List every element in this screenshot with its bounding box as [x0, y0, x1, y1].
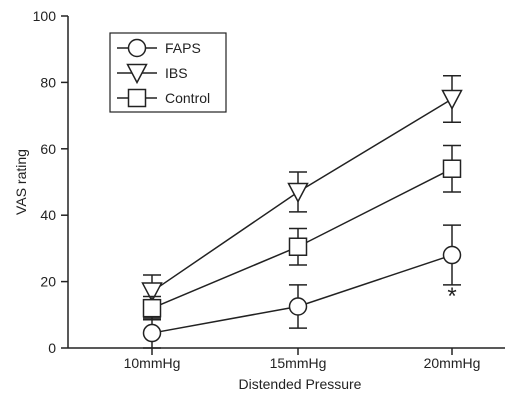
legend-label: IBS: [165, 65, 188, 81]
x-axis-label: Distended Pressure: [239, 376, 362, 392]
axes: [67, 16, 505, 349]
series-ibs: [141, 75, 463, 309]
y-tick-label: 100: [33, 8, 57, 24]
legend-marker: [126, 63, 148, 85]
data-point: [442, 159, 462, 178]
legend-item-faps: FAPS: [117, 38, 201, 58]
y-axis-label: VAS rating: [13, 149, 29, 215]
plot-area: *: [141, 75, 463, 349]
y-ticks: 0 20 40 60 80 100: [33, 8, 68, 356]
legend-marker: [127, 38, 147, 58]
data-point: [442, 245, 462, 265]
legend: FAPS IBS Control: [109, 32, 227, 113]
series-faps: [142, 224, 462, 349]
data-point: [288, 297, 308, 316]
y-tick-label: 60: [40, 141, 56, 157]
y-tick-label: 80: [40, 74, 56, 90]
data-point: [441, 89, 463, 111]
legend-label: FAPS: [165, 40, 201, 56]
legend-marker: [127, 88, 147, 108]
x-tick-label: 10mmHg: [124, 355, 181, 371]
data-point: [141, 282, 163, 303]
legend-label: Control: [165, 90, 210, 106]
y-tick-label: 40: [40, 207, 56, 223]
y-tick-label: 20: [40, 274, 56, 290]
data-point: [288, 237, 308, 256]
significance-annotation: *: [447, 283, 456, 310]
legend-item-control: Control: [117, 88, 210, 108]
data-point: [142, 323, 162, 343]
data-point: [142, 298, 162, 318]
series-line: [151, 254, 453, 334]
series-control: [142, 144, 462, 321]
x-tick-label: 20mmHg: [424, 355, 481, 371]
data-point: [287, 182, 309, 204]
x-ticks: 10mmHg 15mmHg 20mmHg: [124, 348, 481, 371]
legend-item-ibs: IBS: [117, 63, 188, 85]
x-tick-label: 15mmHg: [270, 355, 327, 371]
y-tick-label: 0: [48, 340, 56, 356]
